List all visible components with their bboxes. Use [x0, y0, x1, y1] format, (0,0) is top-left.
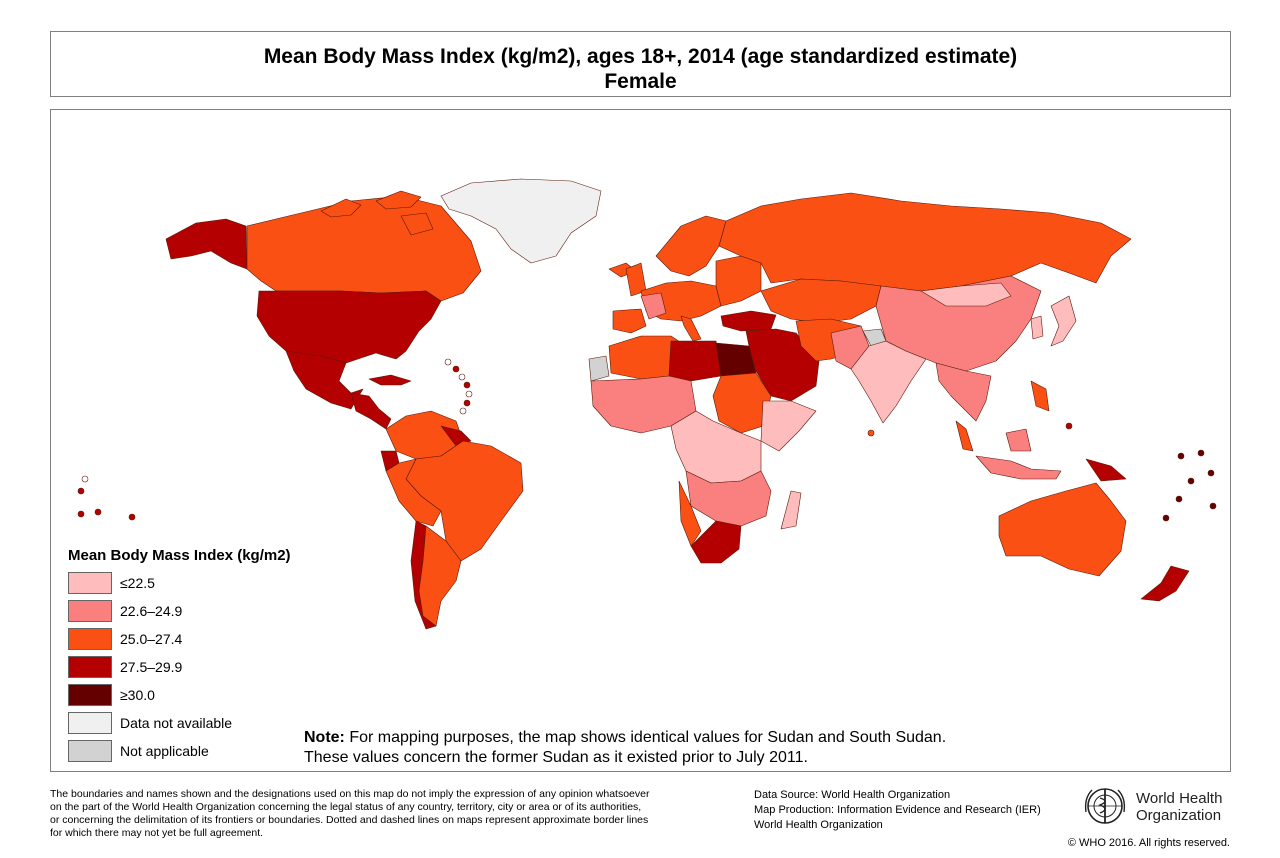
legend-swatch-6 [68, 712, 112, 734]
mexico [285, 350, 364, 410]
legend-label-4: 27.5–29.9 [120, 659, 183, 675]
philippines [1030, 380, 1050, 412]
eastern-europe [715, 255, 762, 307]
southeast-asia [935, 362, 992, 422]
who-name-line-2: Organization [1136, 807, 1222, 824]
western-sahara [588, 355, 610, 382]
legend-swatch-1 [68, 572, 112, 594]
malaysia [955, 420, 974, 452]
map-note: Note: For mapping purposes, the map show… [304, 728, 946, 768]
legend-swatch-7 [68, 740, 112, 762]
disclaimer-line-3: or concerning the delimitation of its fr… [50, 814, 649, 826]
usa [256, 290, 442, 364]
note-line-2: These values concern the former Sudan as… [304, 749, 808, 766]
legend-label-1: ≤22.5 [120, 575, 155, 591]
map-frame [50, 109, 1231, 772]
central-america [350, 392, 392, 430]
map-legend: Mean Body Mass Index (kg/m2) ≤22.5 22.6–… [68, 547, 291, 768]
title-box: Mean Body Mass Index (kg/m2), ages 18+, … [50, 31, 1231, 97]
data-source: Data Source: World Health Organization M… [754, 788, 1041, 833]
who-emblem-icon [1084, 788, 1126, 824]
who-name-line-1: World Health [1136, 790, 1223, 807]
who-name: World Health Organization [1136, 790, 1222, 824]
disclaimer-line-2: on the part of the World Health Organiza… [50, 801, 642, 813]
legend-item-5: ≥30.0 [68, 684, 291, 709]
papua-new-guinea [1085, 458, 1127, 482]
note-line-1: For mapping purposes, the map shows iden… [344, 729, 947, 746]
scandinavia [655, 215, 727, 277]
note-label: Note: [304, 729, 345, 746]
korea [1030, 315, 1044, 340]
madagascar [780, 490, 802, 530]
legend-label-5: ≥30.0 [120, 687, 155, 703]
disclaimer-line-4: for which there may not yet be full agre… [50, 827, 264, 839]
source-line-2: Map Production: Information Evidence and… [754, 804, 1041, 816]
caribbean [368, 374, 412, 386]
legend-title: Mean Body Mass Index (kg/m2) [68, 547, 291, 564]
australia [998, 482, 1127, 577]
disclaimer: The boundaries and names shown and the d… [50, 788, 730, 840]
sudan [712, 372, 772, 434]
legend-swatch-2 [68, 600, 112, 622]
copyright: © WHO 2016. All rights reserved. [1067, 837, 1230, 849]
japan [1050, 295, 1077, 347]
india [850, 340, 927, 424]
southern-africa [685, 470, 772, 527]
mongolia [920, 282, 1012, 307]
south-africa [690, 520, 742, 564]
new-zealand [1140, 565, 1190, 602]
legend-item-3: 25.0–27.4 [68, 628, 291, 653]
legend-item-7: Not applicable [68, 740, 291, 765]
who-logo: World Health Organization [1080, 784, 1230, 830]
central-asia [760, 278, 882, 324]
legend-label-6: Data not available [120, 715, 233, 731]
libya [668, 340, 722, 382]
world-map [77, 178, 1217, 630]
peru-bolivia [385, 458, 442, 527]
source-line-3: World Health Organization [754, 819, 883, 831]
legend-swatch-4 [68, 656, 112, 678]
small-islands [77, 358, 1217, 522]
legend-item-6: Data not available [68, 712, 291, 737]
legend-item-4: 27.5–29.9 [68, 656, 291, 681]
source-line-1: Data Source: World Health Organization [754, 789, 951, 801]
turkey [720, 310, 777, 332]
legend-swatch-5 [68, 684, 112, 706]
legend-label-3: 25.0–27.4 [120, 631, 183, 647]
russia [718, 192, 1132, 292]
angola-namibia [678, 480, 702, 547]
legend-label-7: Not applicable [120, 743, 209, 759]
argentina [418, 525, 462, 627]
legend-item-2: 22.6–24.9 [68, 600, 291, 625]
greenland [440, 178, 602, 264]
map-title: Mean Body Mass Index (kg/m2), ages 18+, … [263, 45, 1018, 68]
canada-islands [320, 190, 434, 236]
legend-item-1: ≤22.5 [68, 572, 291, 597]
legend-label-2: 22.6–24.9 [120, 603, 183, 619]
france [640, 292, 667, 320]
canada [246, 195, 482, 302]
indonesia [975, 428, 1062, 480]
alaska [165, 218, 248, 270]
map-subtitle: Female [604, 70, 677, 93]
legend-swatch-3 [68, 628, 112, 650]
disclaimer-line-1: The boundaries and names shown and the d… [50, 788, 650, 800]
horn-of-africa [760, 400, 817, 452]
italy [680, 315, 702, 342]
iberia [612, 308, 647, 334]
